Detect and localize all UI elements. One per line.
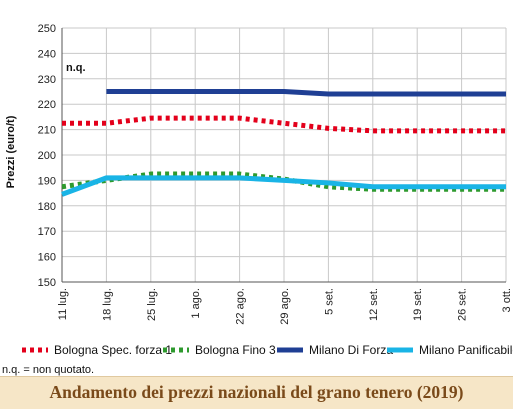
x-tick-label-4: 22 ago. (235, 288, 247, 325)
x-tick-label-9: 26 set. (457, 288, 469, 321)
x-tick-label-10: 3 ott. (501, 288, 513, 312)
x-tick-label-7: 12 set. (368, 288, 380, 321)
x-tick-label-5: 29 ago. (279, 288, 291, 325)
legend-label-2: Milano Di Forza (309, 343, 393, 357)
y-tick-label-250: 250 (38, 23, 56, 35)
y-tick-label-190: 190 (38, 175, 56, 187)
annotation-nq: n.q. (66, 62, 86, 74)
legend-item-0: Bologna Spec. forza 1 (22, 343, 172, 357)
legend-label-1: Bologna Fino 3 (195, 343, 276, 357)
legend-item-3: Milano Panificabile (387, 343, 513, 357)
x-tick-label-6: 5 set. (323, 288, 335, 315)
y-tick-label-160: 160 (38, 252, 56, 264)
x-axis: 11 lug. 18 lug. 25 lug. 1 ago. 22 ago. 29 ago… (57, 288, 513, 325)
y-tick-label-200: 200 (38, 150, 56, 162)
series-line-0 (62, 115, 506, 134)
y-tick-label-170: 170 (38, 226, 56, 238)
y-tick-label-150: 150 (38, 277, 56, 289)
y-tick-label-240: 240 (38, 48, 56, 60)
series-line-3 (61, 175, 506, 197)
x-tick-label-3: 1 ago. (190, 288, 202, 319)
footnote: n.q. = non quotato. (2, 364, 95, 376)
x-tick-label-2: 25 lug. (146, 288, 158, 321)
legend-label-0: Bologna Spec. forza 1 (54, 343, 172, 357)
legend-item-2: Milano Di Forza (277, 343, 393, 357)
legend-item-1: Bologna Fino 3 (163, 343, 276, 357)
chart: 150 160 170 180 190 200 210 220 230 240 250 11 lug… (5, 23, 513, 357)
x-tick-label-1: 18 lug. (101, 288, 113, 321)
x-tick-label-0: 11 lug. (57, 288, 69, 320)
series-line-2 (106, 89, 506, 97)
y-tick-label-220: 220 (38, 99, 56, 111)
y-tick-label-180: 180 (38, 201, 56, 213)
figure-caption: Andamento dei prezzi nazionali del grano… (0, 376, 513, 409)
y-axis: 150 160 170 180 190 200 210 220 230 240 250 (38, 23, 56, 289)
legend-label-3: Milano Panificabile (419, 343, 513, 357)
grid (61, 27, 507, 283)
x-tick-label-8: 19 set. (412, 288, 424, 321)
y-tick-label-210: 210 (38, 125, 56, 137)
y-tick-label-230: 230 (38, 74, 56, 86)
y-axis-label: Prezzi (euro/t) (5, 115, 17, 188)
legend: Bologna Spec. forza 1 Bologna Fino 3 Milan… (22, 343, 513, 357)
series-lines (61, 89, 506, 197)
